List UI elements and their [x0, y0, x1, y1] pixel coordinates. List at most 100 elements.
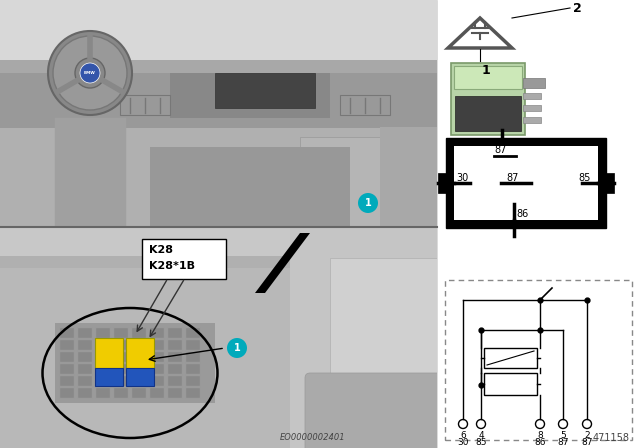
Bar — [95, 368, 123, 386]
Text: 6: 6 — [460, 431, 466, 440]
Text: 87: 87 — [494, 145, 506, 155]
Text: K28: K28 — [149, 245, 173, 255]
Bar — [330, 258, 440, 418]
Bar — [114, 328, 128, 338]
Bar — [132, 376, 146, 386]
Bar — [132, 388, 146, 398]
Circle shape — [227, 338, 247, 358]
Bar — [454, 146, 598, 220]
Text: 87: 87 — [581, 438, 593, 447]
Bar — [455, 96, 521, 131]
Bar — [114, 388, 128, 398]
Bar — [60, 376, 74, 386]
Bar — [96, 352, 110, 362]
Bar — [0, 256, 437, 268]
Bar — [215, 73, 315, 108]
Text: 87: 87 — [506, 173, 518, 183]
Bar — [604, 173, 614, 193]
Text: 2: 2 — [573, 1, 582, 14]
Bar — [168, 364, 182, 374]
Bar — [95, 338, 123, 368]
Circle shape — [477, 419, 486, 428]
Bar — [340, 95, 390, 115]
Bar — [0, 228, 437, 258]
FancyBboxPatch shape — [454, 66, 522, 89]
Text: 1: 1 — [482, 64, 491, 77]
Bar — [168, 388, 182, 398]
Text: EO0000002401: EO0000002401 — [280, 433, 345, 442]
Text: 30: 30 — [456, 173, 468, 183]
Circle shape — [458, 419, 467, 428]
Bar — [150, 352, 164, 362]
Circle shape — [582, 419, 591, 428]
Bar — [150, 388, 164, 398]
Bar — [78, 388, 92, 398]
Bar — [438, 173, 448, 193]
Bar — [523, 78, 545, 88]
Text: 4: 4 — [478, 431, 484, 440]
Bar — [380, 127, 437, 227]
Bar — [484, 373, 537, 395]
Bar — [484, 348, 537, 368]
Bar — [0, 227, 437, 448]
Text: 87: 87 — [557, 438, 569, 447]
Bar — [150, 328, 164, 338]
Bar — [150, 340, 164, 350]
Circle shape — [80, 63, 100, 83]
Bar — [0, 73, 437, 128]
Bar — [132, 352, 146, 362]
Bar — [523, 117, 541, 123]
Bar — [170, 73, 330, 118]
Text: K28*1B: K28*1B — [149, 261, 195, 271]
Circle shape — [75, 58, 105, 88]
Bar — [78, 328, 92, 338]
Bar — [78, 340, 92, 350]
Bar — [60, 328, 74, 338]
Bar — [168, 340, 182, 350]
Text: 5: 5 — [560, 431, 566, 440]
Text: 2: 2 — [584, 431, 590, 440]
Bar — [60, 364, 74, 374]
Bar — [150, 364, 164, 374]
Bar — [55, 323, 215, 403]
Bar — [114, 352, 128, 362]
Text: 471158: 471158 — [593, 433, 630, 443]
Bar — [150, 147, 350, 227]
Bar — [150, 376, 164, 386]
Bar — [186, 340, 200, 350]
FancyBboxPatch shape — [142, 239, 226, 279]
Bar — [0, 0, 437, 227]
Bar — [0, 60, 437, 78]
Bar — [60, 388, 74, 398]
Bar — [300, 137, 440, 227]
Circle shape — [559, 419, 568, 428]
Bar — [96, 328, 110, 338]
Bar — [168, 376, 182, 386]
Bar — [186, 388, 200, 398]
Bar — [186, 364, 200, 374]
Bar — [168, 328, 182, 338]
Bar — [114, 340, 128, 350]
Circle shape — [53, 36, 127, 110]
Bar — [437, 0, 640, 448]
Bar — [60, 352, 74, 362]
Bar — [126, 368, 154, 386]
Text: 1: 1 — [234, 343, 241, 353]
Bar — [132, 364, 146, 374]
Bar — [186, 328, 200, 338]
Bar — [60, 340, 74, 350]
FancyBboxPatch shape — [451, 63, 525, 135]
Text: 1: 1 — [365, 198, 371, 208]
Polygon shape — [255, 233, 310, 293]
Circle shape — [536, 419, 545, 428]
Bar — [126, 338, 154, 368]
Bar — [186, 352, 200, 362]
Bar — [96, 364, 110, 374]
Bar — [78, 352, 92, 362]
Text: BMW: BMW — [84, 71, 96, 75]
Bar — [445, 280, 632, 440]
Text: 85: 85 — [578, 173, 590, 183]
Bar — [78, 364, 92, 374]
Text: 8: 8 — [537, 431, 543, 440]
Bar — [114, 376, 128, 386]
